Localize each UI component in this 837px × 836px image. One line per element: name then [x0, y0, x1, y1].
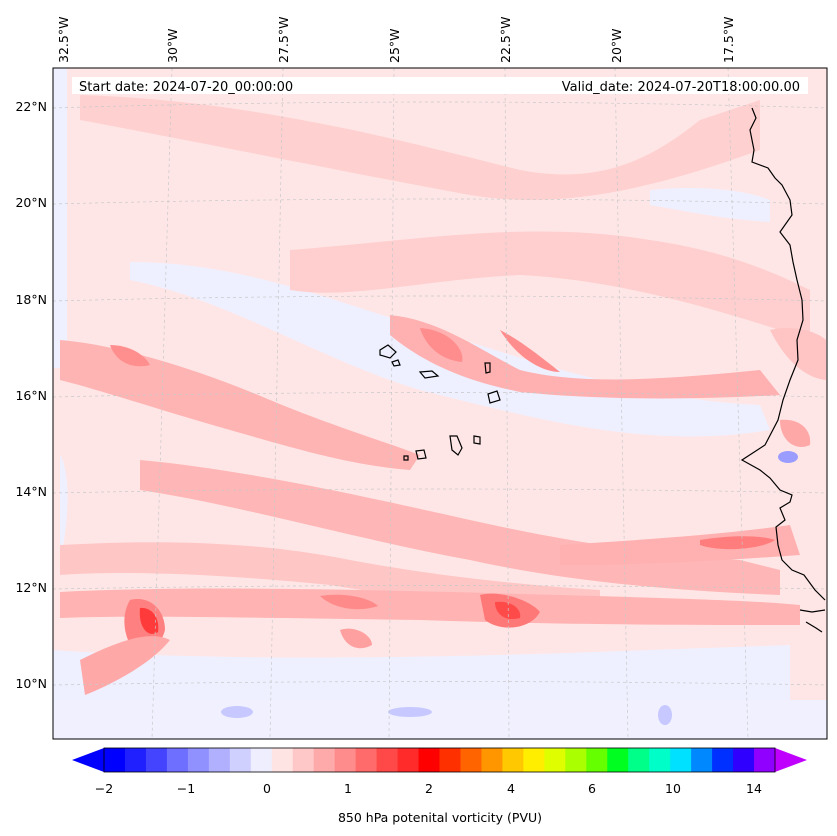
lat-label: 18°N [15, 292, 47, 307]
colorbar-cell [376, 748, 399, 772]
latitude-labels: 22°N 20°N 18°N 16°N 14°N 12°N 10°N [15, 99, 47, 691]
lat-label: 22°N [15, 99, 47, 114]
colorbar-cell [754, 748, 776, 772]
lat-label: 20°N [15, 195, 47, 210]
colorbar-cell [670, 748, 692, 772]
colorbar-tick-label: 2 [425, 781, 433, 796]
colorbar-cell [355, 748, 378, 772]
valid-date-label: Valid_date: 2024-07-20T18:00:00.00 [562, 80, 800, 95]
colorbar-cell [523, 748, 545, 772]
lon-label: 27.5°W [276, 17, 291, 63]
colorbar-tick-label: 4 [507, 781, 515, 796]
colorbar-cell [187, 748, 210, 772]
negative-pv-spots [221, 451, 798, 725]
colorbar-cell [565, 748, 587, 772]
colorbar-cell [208, 748, 231, 772]
colorbar-extend-high [775, 748, 807, 772]
lon-label: 17.5°W [721, 17, 736, 63]
colorbar-cell [104, 748, 126, 772]
colorbar-cell [649, 748, 671, 772]
colorbar-cells [104, 748, 776, 772]
colorbar-cell [628, 748, 650, 772]
colorbar-cell [271, 748, 294, 772]
colorbar-cell [229, 748, 252, 772]
colorbar-cell [313, 748, 336, 772]
lon-label: 22.5°W [498, 17, 513, 63]
colorbar-extend-low [72, 748, 104, 772]
colorbar-ticks: −2 −1 0 1 2 4 6 10 14 [95, 781, 762, 796]
header: Start date: 2024-07-20_00:00:00 Valid_da… [72, 77, 808, 95]
colorbar-tick-label: 10 [665, 781, 681, 796]
colorbar-cell [607, 748, 629, 772]
colorbar-cell [166, 748, 189, 772]
colorbar-cell [712, 748, 734, 772]
lat-label: 12°N [15, 580, 47, 595]
colorbar-tick-label: 6 [588, 781, 596, 796]
map-frame [52, 67, 828, 740]
colorbar-cell [124, 748, 147, 772]
colorbar-cell [397, 748, 420, 772]
colorbar-cell [586, 748, 608, 772]
colorbar-label: 850 hPa potenital vorticity (PVU) [338, 810, 542, 825]
lon-label: 25°W [387, 28, 402, 63]
colorbar-cell [691, 748, 713, 772]
lat-label: 14°N [15, 484, 47, 499]
colorbar-cell [481, 748, 503, 772]
lat-label: 16°N [15, 388, 47, 403]
colorbar-tick-label: −1 [177, 781, 195, 796]
colorbar-tick-label: 0 [263, 781, 271, 796]
map-panel [53, 68, 827, 739]
colorbar-cell [418, 748, 440, 772]
colorbar-cell [733, 748, 755, 772]
positive-pv-areas [60, 95, 826, 695]
coastlines [379, 107, 826, 633]
colorbar-cell [334, 748, 357, 772]
lon-label: 20°W [609, 28, 624, 63]
colorbar-cell [292, 748, 315, 772]
lat-label: 10°N [15, 676, 47, 691]
colorbar: −2 −1 0 1 2 4 6 10 14 850 hPa potenital … [72, 747, 807, 825]
colorbar-cell [145, 748, 168, 772]
lon-label: 32.5°W [56, 17, 71, 63]
lon-label: 30°W [165, 28, 180, 63]
colorbar-cell [439, 748, 461, 772]
colorbar-cell [460, 748, 482, 772]
colorbar-tick-label: 1 [344, 781, 352, 796]
colorbar-cell [502, 748, 524, 772]
colorbar-cell [250, 748, 273, 772]
longitude-labels: 32.5°W 30°W 27.5°W 25°W 22.5°W 20°W 17.5… [56, 17, 736, 63]
colorbar-tick-label: −2 [95, 781, 113, 796]
start-date-label: Start date: 2024-07-20_00:00:00 [79, 80, 293, 95]
graticule [53, 68, 827, 739]
colorbar-tick-label: 14 [746, 781, 762, 796]
colorbar-cell [544, 748, 566, 772]
